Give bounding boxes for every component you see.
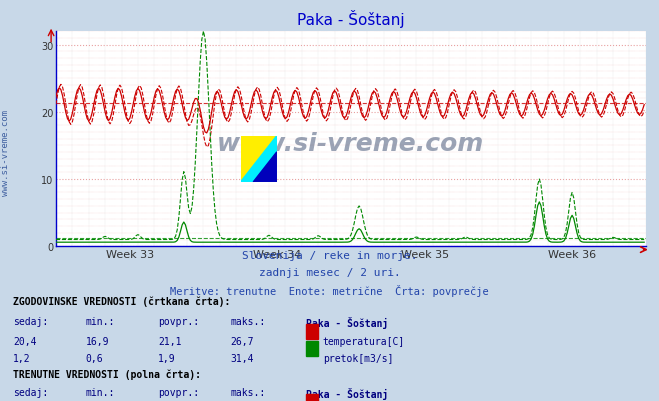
Text: min.:: min.: xyxy=(86,316,115,326)
Text: 1,2: 1,2 xyxy=(13,353,31,363)
Text: 31,4: 31,4 xyxy=(231,353,254,363)
Text: 20,4: 20,4 xyxy=(13,336,37,346)
Text: www.si-vreme.com: www.si-vreme.com xyxy=(217,132,484,156)
Text: Paka - Šoštanj: Paka - Šoštanj xyxy=(306,387,389,399)
Text: 16,9: 16,9 xyxy=(86,336,109,346)
Polygon shape xyxy=(241,136,277,182)
Bar xyxy=(306,324,318,339)
Text: 21,1: 21,1 xyxy=(158,336,182,346)
Text: www.si-vreme.com: www.si-vreme.com xyxy=(1,109,10,195)
Text: Slovenija / reke in morje.: Slovenija / reke in morje. xyxy=(242,250,417,260)
Polygon shape xyxy=(241,136,277,182)
Text: temperatura[C]: temperatura[C] xyxy=(323,336,405,346)
Text: 26,7: 26,7 xyxy=(231,336,254,346)
Bar xyxy=(306,341,318,356)
Bar xyxy=(306,395,318,401)
Text: 1,9: 1,9 xyxy=(158,353,176,363)
Text: ZGODOVINSKE VREDNOSTI (črtkana črta):: ZGODOVINSKE VREDNOSTI (črtkana črta): xyxy=(13,296,231,306)
Text: zadnji mesec / 2 uri.: zadnji mesec / 2 uri. xyxy=(258,267,401,277)
Title: Paka - Šoštanj: Paka - Šoštanj xyxy=(297,10,405,28)
Text: 0,6: 0,6 xyxy=(86,353,103,363)
Polygon shape xyxy=(253,152,277,182)
Text: povpr.:: povpr.: xyxy=(158,387,199,397)
Text: min.:: min.: xyxy=(86,387,115,397)
Text: Paka - Šoštanj: Paka - Šoštanj xyxy=(306,316,389,328)
Text: povpr.:: povpr.: xyxy=(158,316,199,326)
Text: sedaj:: sedaj: xyxy=(13,387,48,397)
Text: Meritve: trenutne  Enote: metrične  Črta: povprečje: Meritve: trenutne Enote: metrične Črta: … xyxy=(170,284,489,296)
Text: maks.:: maks.: xyxy=(231,387,266,397)
Text: TRENUTNE VREDNOSTI (polna črta):: TRENUTNE VREDNOSTI (polna črta): xyxy=(13,369,201,379)
Text: pretok[m3/s]: pretok[m3/s] xyxy=(323,353,393,363)
Text: maks.:: maks.: xyxy=(231,316,266,326)
Text: sedaj:: sedaj: xyxy=(13,316,48,326)
